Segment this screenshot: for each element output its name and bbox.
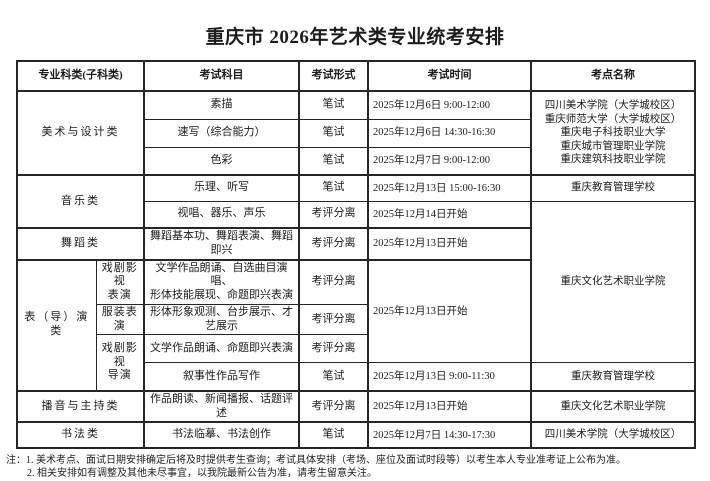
cell-venue-art-design: 四川美术学院（大学城校区） 重庆师范大学（大学城校区） 重庆电子科技职业大学 重… <box>530 90 696 176</box>
cell-subject-narrative-writing: 叙事性作品写作 <box>143 362 300 392</box>
cell-format: 笔试 <box>298 146 369 176</box>
table-row: 戏剧影视 导演 文学作品朗诵、命题即兴表演 考评分离 <box>17 334 695 392</box>
header-subject: 考试科目 <box>143 60 300 92</box>
cell-time: 2025年12月13日 9:00-11:30 <box>367 362 532 392</box>
cell-subject-dance: 舞蹈基本功、舞蹈表演、舞蹈即兴 <box>143 227 300 260</box>
table-row: 美术与设计类 素描 笔试 2025年12月6日 9:00-12:00 四川美术学… <box>16 90 696 176</box>
footnote-1: 注：1. 美术考点、面试日期安排确定后将及时提供考生查询；考试具体安排（考场、座… <box>6 455 626 467</box>
footnote-2: 2. 相关安排如有调整及其他未尽事宜，以我院最新公告为准，请考生留意关注。 <box>27 468 377 480</box>
cell-time: 2025年12月7日 9:00-12:00 <box>367 146 532 176</box>
table-row: 书法类 书法临摹、书法创作 笔试 2025年12月7日 14:30-17:30 … <box>16 421 696 449</box>
cell-category-art-design: 美术与设计类 <box>16 90 145 176</box>
cell-time-shared: 2025年12月13日开始 <box>367 258 532 364</box>
exam-schedule-table: 专业科类(子科类) 考试科目 考试形式 考试时间 考点名称 美术与设计类 素描 … <box>16 60 697 450</box>
cell-format: 考评分离 <box>298 334 369 364</box>
cell-time: 2025年12月7日 14:30-17:30 <box>367 421 532 449</box>
cell-subject-recitation: 文学作品朗诵、命题即兴表演 <box>143 334 300 364</box>
header-time: 考试时间 <box>367 60 532 92</box>
table-row: 舞蹈类 舞蹈基本功、舞蹈表演、舞蹈即兴 考评分离 2025年12月13日开始 <box>16 227 695 260</box>
cell-subject-vocal: 视唱、器乐、声乐 <box>143 200 300 229</box>
cell-time: 2025年12月6日 14:30-16:30 <box>367 118 532 148</box>
page-title: 重庆市 2026年艺术类专业统考安排 <box>205 27 505 48</box>
cell-format: 考评分离 <box>298 227 369 260</box>
cell-time: 2025年12月6日 9:00-12:00 <box>367 90 532 120</box>
cell-category-dance: 舞蹈类 <box>16 227 145 260</box>
cell-time: 2025年12月13日开始 <box>367 227 532 260</box>
cell-subject-color: 色彩 <box>143 146 300 176</box>
table-row: 速写（综合能力） 笔试 2025年12月6日 14:30-16:30 <box>17 118 695 148</box>
footnotes: 注：1. 美术考点、面试日期安排确定后将及时提供考生查询；考试具体安排（考场、座… <box>6 455 710 481</box>
footnote-prefix: 注： <box>6 455 26 467</box>
table-row: 服装表演 形体形象观测、台步展示、才艺展示 考评分离 <box>17 303 695 336</box>
cell-venue-shared: 重庆文化艺术职业学院 <box>530 200 696 364</box>
cell-format: 笔试 <box>298 174 369 202</box>
cell-subcategory-fashion: 服装表演 <box>95 303 145 336</box>
cell-venue: 重庆文化艺术职业学院 <box>530 389 696 423</box>
cell-time: 2025年12月14日开始 <box>367 200 532 229</box>
cell-subcategory-drama-acting: 戏剧影视 表演 <box>95 258 145 305</box>
table-row: 音乐类 乐理、听写 笔试 2025年12月13日 15:00-16:30 重庆教… <box>16 174 696 229</box>
cell-subject-quicksketch: 速写（综合能力） <box>143 118 300 148</box>
cell-format: 笔试 <box>298 118 369 148</box>
table-row: 播音与主持类 作品朗读、新闻播报、话题评述 考评分离 2025年12月13日开始… <box>16 389 696 423</box>
cell-format: 笔试 <box>298 362 369 392</box>
table-row: 色彩 笔试 2025年12月7日 9:00-12:00 <box>17 146 695 176</box>
cell-venue: 四川美术学院（大学城校区） <box>530 421 696 449</box>
cell-time: 2025年12月13日开始 <box>367 389 532 423</box>
cell-format: 笔试 <box>298 90 369 120</box>
cell-format: 考评分离 <box>298 258 369 305</box>
cell-subject-drama-acting: 文学作品朗诵、自选曲目演唱、 形体技能展现、命题即兴表演 <box>143 258 300 305</box>
cell-format: 考评分离 <box>298 389 369 423</box>
header-category: 专业科类(子科类) <box>16 60 145 92</box>
cell-category-music: 音乐类 <box>16 174 145 229</box>
table-row: 表（导）演类 戏剧影视 表演 文学作品朗诵、自选曲目演唱、 形体技能展现、命题即… <box>16 258 695 392</box>
cell-subject-sketch: 素描 <box>143 90 300 120</box>
header-row: 专业科类(子科类) 考试科目 考试形式 考试时间 考点名称 <box>16 60 696 92</box>
cell-subject-broadcasting: 作品朗读、新闻播报、话题评述 <box>143 389 300 423</box>
cell-format: 考评分离 <box>298 303 369 336</box>
header-venue: 考点名称 <box>530 60 696 92</box>
header-format: 考试形式 <box>298 60 369 92</box>
cell-subject-theory: 乐理、听写 <box>143 174 300 202</box>
cell-category-performance: 表（导）演类 <box>16 258 97 392</box>
cell-category-calligraphy: 书法类 <box>16 421 145 449</box>
cell-subcategory-drama-directing: 戏剧影视 导演 <box>95 334 145 392</box>
cell-format: 笔试 <box>298 421 369 449</box>
document-page: 重庆市 2026年艺术类专业统考安排 专业科类(子科类) 考试科目 考试形式 考… <box>0 22 710 481</box>
cell-venue: 重庆教育管理学校 <box>530 362 696 392</box>
cell-venue: 重庆教育管理学校 <box>530 174 696 202</box>
cell-time: 2025年12月13日 15:00-16:30 <box>367 174 532 202</box>
cell-category-broadcasting: 播音与主持类 <box>16 389 145 423</box>
table-row: 叙事性作品写作 笔试 2025年12月13日 9:00-11:30 重庆教育管理… <box>17 362 696 392</box>
cell-subject-fashion: 形体形象观测、台步展示、才艺展示 <box>143 303 300 336</box>
cell-format: 考评分离 <box>298 200 369 229</box>
cell-subject-calligraphy: 书法临摹、书法创作 <box>143 421 300 449</box>
